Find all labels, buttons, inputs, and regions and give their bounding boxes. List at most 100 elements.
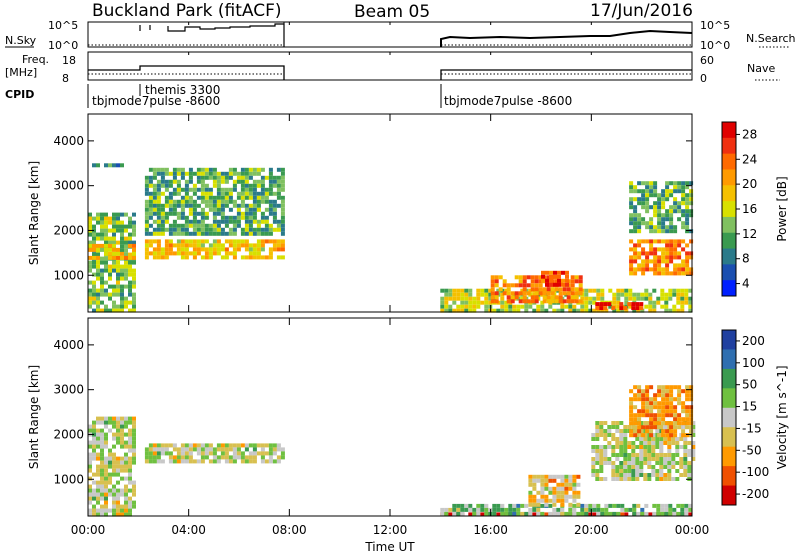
heatmap-cell bbox=[88, 460, 92, 465]
heatmap-cell bbox=[607, 445, 612, 449]
heatmap-cell bbox=[691, 441, 696, 445]
heatmap-cell bbox=[260, 191, 265, 196]
heatmap-cell bbox=[545, 270, 549, 275]
heatmap-cell bbox=[272, 239, 277, 244]
heatmap-cell bbox=[120, 284, 124, 289]
heatmap-cell bbox=[620, 308, 625, 313]
heatmap-cell bbox=[691, 433, 696, 437]
heatmap-cell bbox=[104, 440, 108, 445]
heatmap-cell bbox=[665, 217, 670, 222]
heatmap-cell bbox=[96, 444, 100, 449]
heatmap-cell bbox=[640, 296, 645, 301]
heatmap-cell bbox=[260, 199, 265, 204]
heatmap-cell bbox=[645, 267, 650, 272]
heatmap-cell bbox=[636, 503, 641, 508]
heatmap-cell bbox=[180, 195, 185, 200]
heatmap-cell bbox=[665, 225, 670, 230]
heatmap-cell bbox=[631, 457, 636, 461]
heatmap-cell bbox=[252, 179, 257, 184]
heatmap-cell bbox=[649, 433, 654, 438]
heatmap-cell bbox=[570, 287, 575, 292]
heatmap-cell bbox=[592, 512, 597, 517]
heatmap-cell bbox=[612, 503, 617, 508]
heatmap-cell bbox=[641, 189, 646, 194]
heatmap-cell bbox=[653, 393, 658, 398]
heatmap-cell bbox=[228, 239, 233, 244]
heatmap-cell bbox=[268, 459, 273, 464]
heatmap-cell bbox=[536, 304, 541, 309]
heatmap-cell bbox=[160, 167, 165, 172]
heatmap-cell bbox=[188, 211, 193, 216]
heatmap-cell bbox=[540, 300, 545, 305]
heatmap-cell bbox=[496, 507, 501, 512]
heatmap-cell bbox=[526, 275, 531, 280]
heatmap-cell bbox=[180, 171, 185, 176]
heatmap-cell bbox=[616, 292, 621, 297]
heatmap-cell bbox=[592, 288, 597, 293]
heatmap-cell bbox=[651, 453, 656, 457]
heatmap-cell bbox=[280, 243, 285, 248]
colorbar-swatch bbox=[722, 330, 736, 350]
heatmap-cell bbox=[260, 443, 265, 448]
heatmap-cell bbox=[100, 268, 104, 273]
colorbar-swatch bbox=[722, 137, 736, 155]
heatmap-cell bbox=[280, 239, 285, 244]
heatmap-cell bbox=[216, 207, 221, 212]
heatmap-cell bbox=[611, 437, 616, 441]
heatmap-cell bbox=[232, 203, 237, 208]
heatmap-cell bbox=[260, 183, 265, 188]
heatmap-cell bbox=[671, 477, 676, 481]
heatmap-cell bbox=[685, 263, 690, 268]
heatmap-cell bbox=[100, 492, 104, 497]
heatmap-cell bbox=[244, 191, 249, 196]
heatmap-cell bbox=[244, 443, 249, 448]
heatmap-cell bbox=[649, 239, 654, 244]
heatmap-cell bbox=[635, 461, 640, 465]
heatmap-cell bbox=[599, 306, 604, 311]
heatmap-cell bbox=[228, 215, 233, 220]
heatmap-cell bbox=[558, 299, 563, 304]
heatmap-cell bbox=[92, 292, 96, 297]
heatmap-cell bbox=[120, 255, 124, 260]
heatmap-cell bbox=[264, 199, 269, 204]
heatmap-cell bbox=[112, 416, 116, 421]
heatmap-cell bbox=[184, 215, 189, 220]
heatmap-cell bbox=[530, 279, 535, 284]
heatmap-cell bbox=[492, 507, 497, 512]
heatmap-cell bbox=[120, 272, 124, 277]
heatmap-cell bbox=[673, 225, 678, 230]
heatmap-cell bbox=[132, 276, 136, 281]
heatmap-cell bbox=[440, 507, 445, 512]
heatmap-cell bbox=[492, 308, 497, 313]
heatmap-cell bbox=[536, 498, 541, 503]
heatmap-cell bbox=[624, 292, 629, 297]
heatmap-cell bbox=[653, 205, 658, 210]
heatmap-cell bbox=[561, 282, 565, 287]
heatmap-cell bbox=[685, 413, 690, 418]
heatmap-cell bbox=[683, 461, 688, 465]
heatmap-cell bbox=[653, 263, 658, 268]
heatmap-cell bbox=[168, 199, 173, 204]
heatmap-cell bbox=[653, 239, 658, 244]
heatmap-cell bbox=[526, 299, 531, 304]
velocity-y-axis-label: Slant Range [km] bbox=[27, 365, 41, 469]
heatmap-cell bbox=[664, 308, 669, 313]
heatmap-cell bbox=[212, 247, 217, 252]
heatmap-cell bbox=[200, 219, 205, 224]
heatmap-cell bbox=[100, 472, 104, 477]
heatmap-cell bbox=[584, 296, 589, 301]
heatmap-cell bbox=[208, 195, 213, 200]
heatmap-cell bbox=[669, 209, 674, 214]
heatmap-cell bbox=[683, 437, 688, 441]
heatmap-cell bbox=[663, 461, 668, 465]
heatmap-cell bbox=[643, 473, 648, 477]
freq-label-line1: Freq. bbox=[22, 53, 49, 66]
heatmap-cell bbox=[540, 490, 545, 495]
heatmap-cell bbox=[532, 482, 537, 487]
heatmap-cell bbox=[116, 508, 120, 513]
heatmap-cell bbox=[132, 272, 136, 277]
heatmap-cell bbox=[616, 308, 621, 313]
heatmap-cell bbox=[652, 304, 657, 309]
heatmap-cell bbox=[677, 181, 682, 186]
